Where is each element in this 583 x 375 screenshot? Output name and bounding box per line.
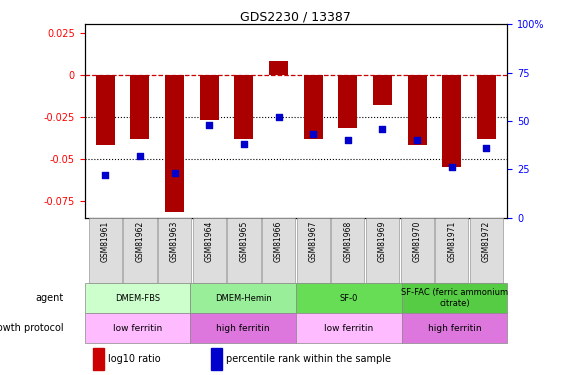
FancyBboxPatch shape [296,313,402,343]
Title: GDS2230 / 13387: GDS2230 / 13387 [240,10,352,23]
FancyBboxPatch shape [192,217,226,283]
Bar [477,75,496,139]
FancyBboxPatch shape [85,283,190,313]
Text: low ferritin: low ferritin [324,324,373,333]
Point [205,122,214,128]
FancyBboxPatch shape [262,217,295,283]
Point [308,132,318,138]
Bar [234,75,254,139]
FancyBboxPatch shape [190,313,296,343]
Text: GSM81969: GSM81969 [378,221,387,262]
Text: DMEM-FBS: DMEM-FBS [115,294,160,303]
FancyBboxPatch shape [331,217,364,283]
FancyBboxPatch shape [190,283,296,313]
Text: SF-0: SF-0 [339,294,358,303]
Bar [93,348,104,370]
Text: GSM81964: GSM81964 [205,221,214,262]
Bar [338,75,357,129]
FancyBboxPatch shape [296,283,402,313]
Point [447,164,456,170]
Point [135,153,145,159]
Point [482,145,491,151]
Text: high ferritin: high ferritin [427,324,481,333]
Point [101,172,110,178]
Text: log10 ratio: log10 ratio [108,354,160,364]
Bar [131,75,149,139]
Bar [96,75,115,145]
Text: GSM81967: GSM81967 [308,221,318,262]
FancyBboxPatch shape [227,217,261,283]
FancyBboxPatch shape [402,313,507,343]
Bar [269,62,288,75]
Text: GSM81961: GSM81961 [101,221,110,262]
Text: GSM81966: GSM81966 [274,221,283,262]
Text: low ferritin: low ferritin [113,324,162,333]
FancyBboxPatch shape [85,313,190,343]
Point [170,170,180,176]
Point [378,126,387,132]
FancyBboxPatch shape [158,217,191,283]
Text: GSM81968: GSM81968 [343,221,352,262]
Text: GSM81963: GSM81963 [170,221,179,262]
Bar [165,75,184,213]
Text: GSM81971: GSM81971 [447,221,456,262]
Point [274,114,283,120]
Text: SF-FAC (ferric ammonium
citrate): SF-FAC (ferric ammonium citrate) [401,288,508,308]
Bar [211,348,222,370]
Text: growth protocol: growth protocol [0,323,64,333]
FancyBboxPatch shape [470,217,503,283]
Text: agent: agent [35,293,64,303]
Text: percentile rank within the sample: percentile rank within the sample [226,354,391,364]
Bar [442,75,461,167]
Point [239,141,248,147]
FancyBboxPatch shape [366,217,399,283]
FancyBboxPatch shape [402,283,507,313]
Text: GSM81962: GSM81962 [135,221,145,262]
Text: GSM81972: GSM81972 [482,221,491,262]
FancyBboxPatch shape [297,217,330,283]
Bar [200,75,219,120]
Text: DMEM-Hemin: DMEM-Hemin [215,294,272,303]
Bar [373,75,392,105]
Point [343,137,353,143]
Point [412,137,422,143]
Bar [408,75,427,145]
FancyBboxPatch shape [435,217,468,283]
Bar [304,75,323,139]
FancyBboxPatch shape [401,217,434,283]
FancyBboxPatch shape [124,217,157,283]
FancyBboxPatch shape [89,217,122,283]
Text: GSM81970: GSM81970 [413,221,422,262]
Text: GSM81965: GSM81965 [240,221,248,262]
Text: high ferritin: high ferritin [216,324,270,333]
